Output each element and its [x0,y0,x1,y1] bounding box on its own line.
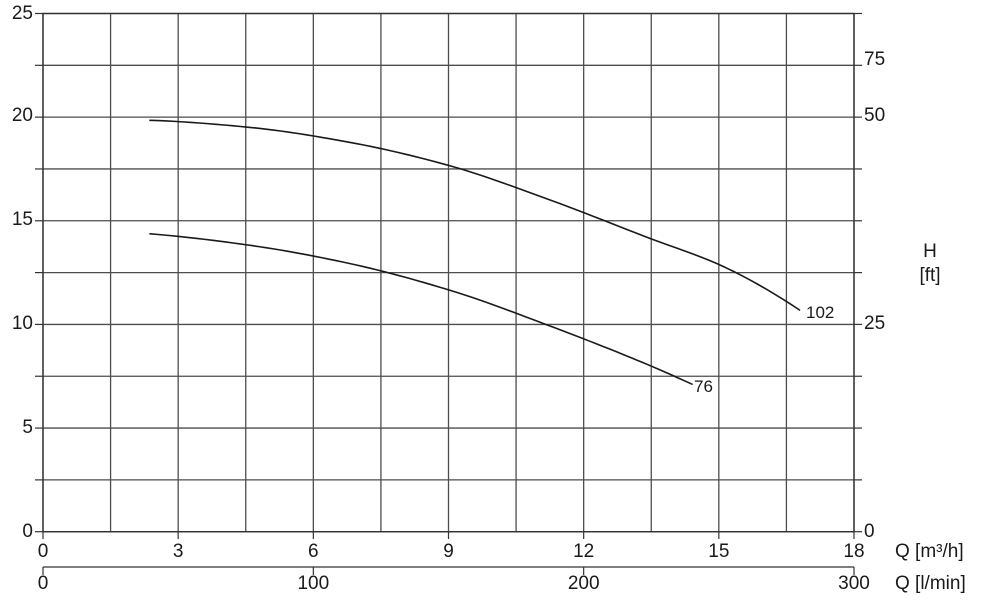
svg-text:18: 18 [843,541,864,562]
svg-text:0: 0 [38,573,49,594]
svg-text:Q [l/min]: Q [l/min] [895,573,966,594]
svg-text:25: 25 [864,313,885,334]
svg-text:0: 0 [38,541,49,562]
svg-text:12: 12 [573,541,594,562]
svg-text:5: 5 [22,417,33,438]
svg-text:10: 10 [12,313,33,334]
svg-text:15: 15 [12,209,33,230]
svg-text:9: 9 [443,541,454,562]
svg-text:[ft]: [ft] [919,265,940,286]
svg-text:0: 0 [864,521,875,542]
svg-text:200: 200 [568,573,600,594]
svg-text:0: 0 [22,521,33,542]
svg-text:100: 100 [297,573,329,594]
svg-text:Q [m³/h]: Q [m³/h] [895,541,964,562]
svg-text:25: 25 [12,3,33,24]
svg-text:20: 20 [12,105,33,126]
svg-text:76: 76 [694,377,713,396]
svg-text:H: H [923,241,937,262]
svg-text:75: 75 [864,49,885,70]
svg-text:3: 3 [173,541,184,562]
svg-text:15: 15 [708,541,729,562]
svg-text:300: 300 [838,573,870,594]
svg-text:50: 50 [864,105,885,126]
svg-text:6: 6 [308,541,319,562]
svg-text:102: 102 [806,303,834,322]
